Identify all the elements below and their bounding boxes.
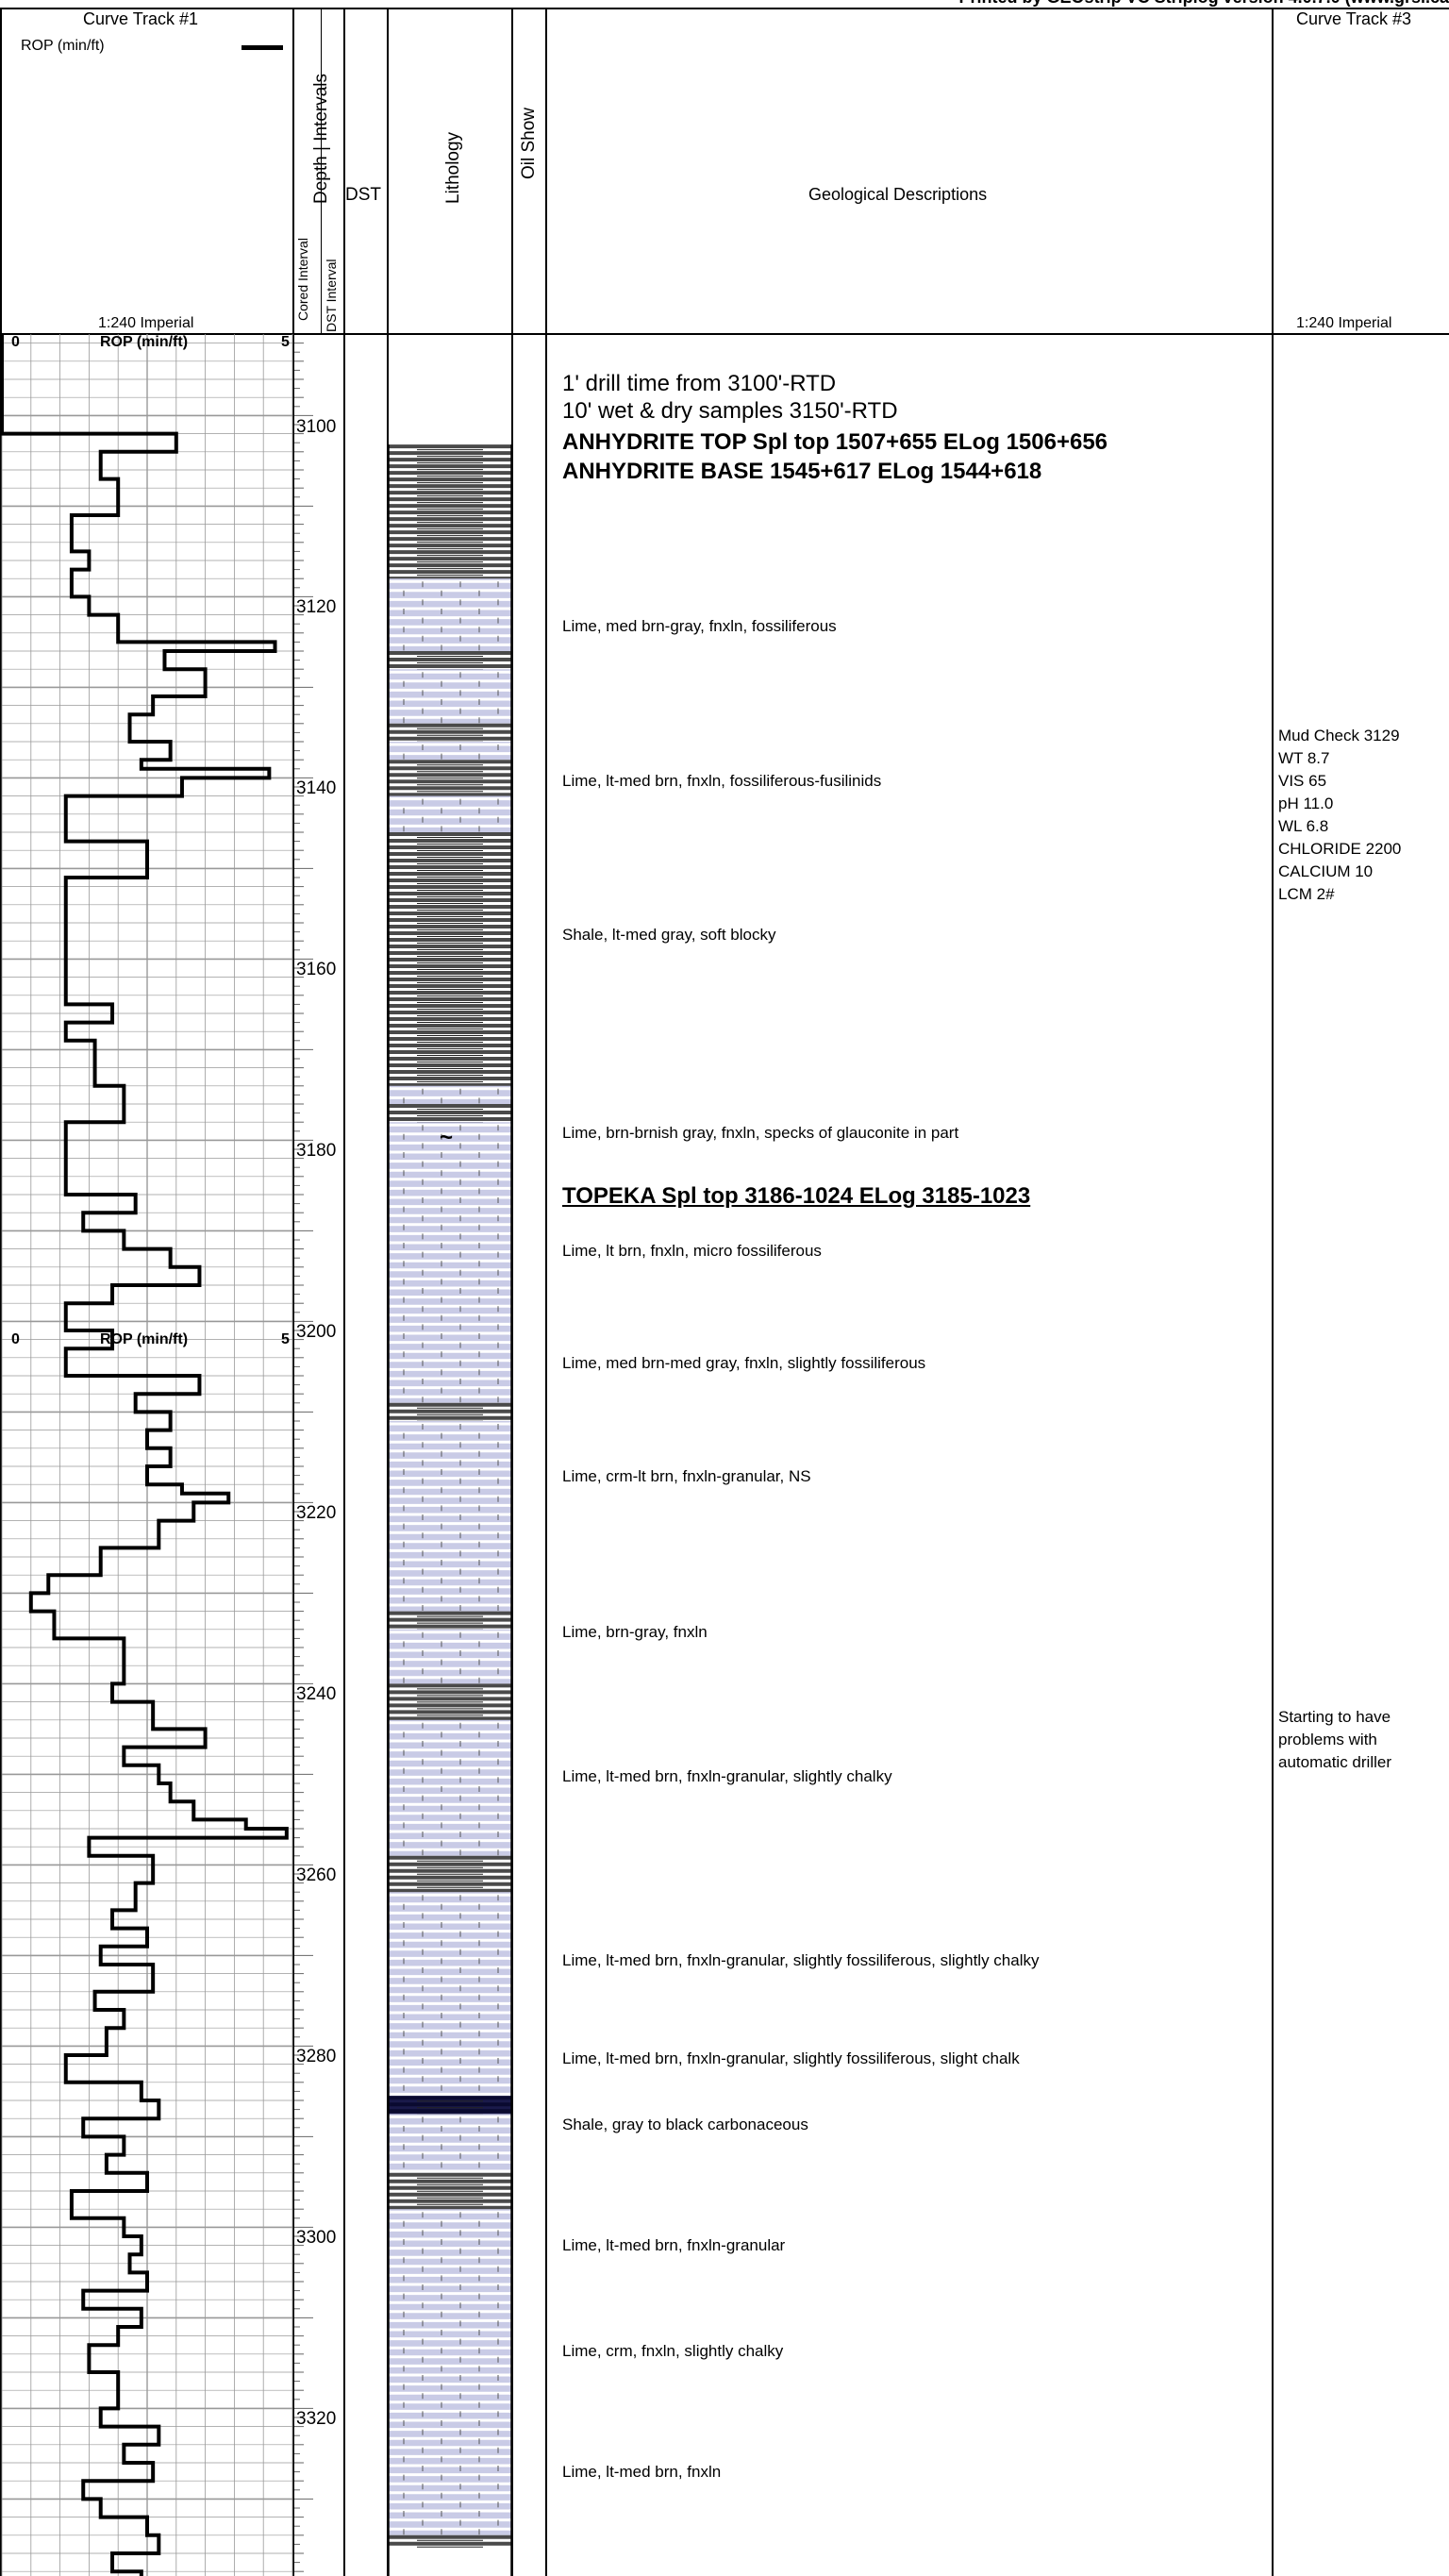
col-sep-dst (387, 8, 389, 2576)
rop-scale-min: 0 (11, 334, 20, 350)
desc-lime-3233: Lime, brn-gray, fnxln (562, 1623, 708, 1641)
scale-right-label: 1:240 Imperial (1296, 315, 1392, 331)
rop-scale-min: 0 (11, 1331, 20, 1347)
dst-sub-sep (321, 8, 322, 333)
lithology-lime-bed (389, 742, 511, 761)
desc-samples: 10' wet & dry samples 3150'-RTD (562, 398, 898, 424)
desc-lime-3249: Lime, lt-med brn, fnxln-granular, slight… (562, 1767, 892, 1785)
glauconite-symbol: ~ (440, 1125, 454, 1150)
col-sep-depth (343, 8, 345, 2576)
depth-label-3220: 3220 (296, 1503, 337, 1523)
col-sep-oilshow (545, 8, 547, 2576)
dst-header-label: DST (345, 185, 381, 205)
desc-lime-3300: Lime, lt-med brn, fnxln-granular (562, 2236, 786, 2254)
desc-shale-3157: Shale, lt-med gray, soft blocky (562, 926, 776, 944)
depth-label-3120: 3120 (296, 597, 337, 617)
lithology-lime-bed (389, 1085, 511, 1104)
rop-scale-bar-1: 0 ROP (min/ft) 5 (2, 334, 292, 353)
desc-lime-3325: Lime, lt-med brn, fnxln (562, 2463, 722, 2481)
desc-lime-3269: Lime, lt-med brn, fnxln-granular, slight… (562, 1951, 1040, 1969)
note-mud-check: Mud Check 3129 WT 8.7 VIS 65 pH 11.0 WL … (1278, 727, 1402, 903)
desc-lime-3192: Lime, lt brn, fnxln, micro fossiliferous (562, 1242, 822, 1260)
rop-scale-max: 5 (281, 334, 290, 350)
desc-anhydrite-base: ANHYDRITE BASE 1545+617 ELog 1544+618 (562, 459, 1042, 484)
printed-by-banner: Printed by GEOstrip VC Striplog version … (959, 0, 1449, 8)
rop-scale-title: ROP (min/ft) (100, 334, 189, 350)
desc-drill-time: 1' drill time from 3100'-RTD (562, 371, 837, 396)
desc-topeka: TOPEKA Spl top 3186-1024 ELog 3185-1023 (562, 1183, 1031, 1209)
desc-shale-3287: Shale, gray to black carbonaceous (562, 2116, 808, 2133)
col-sep-desc (1272, 8, 1274, 2576)
curve-track-3-title: Curve Track #3 (1296, 9, 1412, 28)
depth-label-3320: 3320 (296, 2409, 337, 2429)
rop-curve-line (0, 334, 289, 2576)
desc-lime-3120: Lime, med brn-gray, fnxln, fossiliferous (562, 617, 837, 635)
depth-label-3100: 3100 (296, 417, 337, 437)
desc-lime-3140: Lime, lt-med brn, fnxln, fossiliferous-f… (562, 772, 882, 790)
rop-scale-bar-2: 0 ROP (min/ft) 5 (2, 1331, 292, 1350)
frame-top-line (0, 8, 1449, 9)
depth-label-3240: 3240 (296, 1684, 337, 1704)
col-sep-track1 (292, 8, 294, 2576)
note-automatic-driller: Starting to have problems with automatic… (1278, 1708, 1391, 1771)
lithology-lime-bed (389, 1719, 511, 1856)
rop-legend-label: ROP (min/ft) (21, 38, 105, 54)
desc-lime-3280: Lime, lt-med brn, fnxln-granular, slight… (562, 2049, 1020, 2067)
lithology-lime-bed (389, 1421, 511, 1612)
lithology-lime-bed (389, 1629, 511, 1684)
desc-lime-3179: Lime, brn-brnish gray, fnxln, specks of … (562, 1124, 959, 1142)
depth-label-3160: 3160 (296, 960, 337, 979)
curve-track-1-title: Curve Track #1 (83, 9, 199, 28)
desc-lime-3204: Lime, med brn-med gray, fnxln, slightly … (562, 1354, 926, 1372)
depth-label-3140: 3140 (296, 778, 337, 798)
scale-left-label: 1:240 Imperial (98, 315, 194, 331)
depth-label-3280: 3280 (296, 2047, 337, 2066)
depth-label-3200: 3200 (296, 1322, 337, 1342)
rop-scale-title: ROP (min/ft) (100, 1331, 189, 1347)
desc-lime-3216: Lime, crm-lt brn, fnxln-granular, NS (562, 1467, 811, 1485)
rop-scale-max: 5 (281, 1331, 290, 1347)
rop-legend-swatch (242, 45, 283, 50)
lithology-lime-bed (389, 669, 511, 724)
desc-lime-3312: Lime, crm, fnxln, slightly chalky (562, 2342, 784, 2360)
depth-label-3180: 3180 (296, 1141, 337, 1161)
depth-label-3260: 3260 (296, 1865, 337, 1885)
depth-label-3300: 3300 (296, 2228, 337, 2248)
geological-descriptions-header: Geological Descriptions (808, 185, 988, 204)
header-bottom-line (0, 333, 1449, 335)
desc-anhydrite-top: ANHYDRITE TOP Spl top 1507+655 ELog 1506… (562, 429, 1108, 455)
frame-left-line (0, 8, 2, 2576)
col-sep-litho-right (511, 8, 513, 2576)
lithology-lime-bed (389, 2209, 511, 2535)
